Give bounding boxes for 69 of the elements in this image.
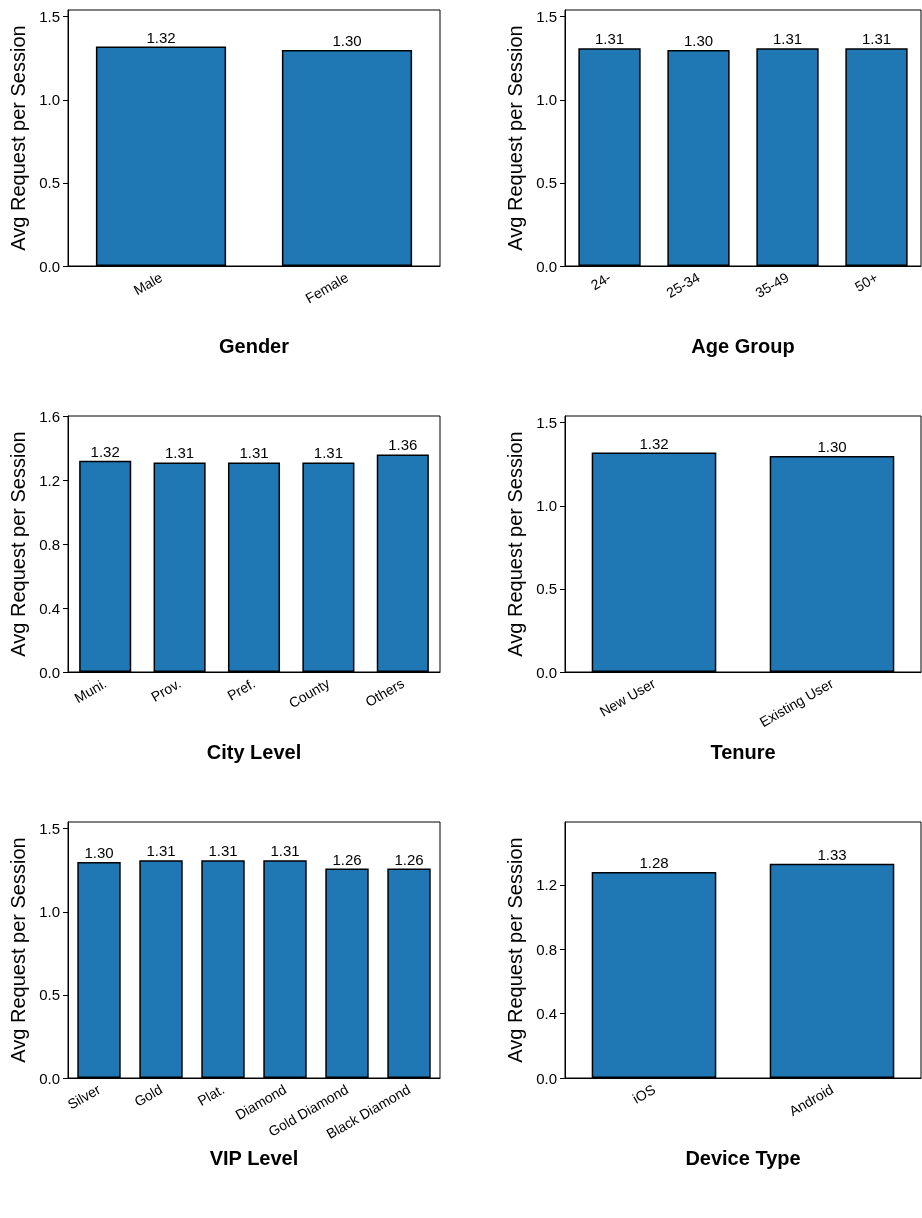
y-axis-title: Avg Request per Session xyxy=(7,837,29,1063)
data-label: 1.36 xyxy=(388,436,418,454)
y-tick-label: 0.5 xyxy=(39,174,60,192)
data-label: 1.31 xyxy=(772,30,803,48)
y-tick-label: 0.0 xyxy=(39,1069,60,1087)
y-tick-label: 0.4 xyxy=(39,599,60,617)
y-tick-label: 1.5 xyxy=(39,8,60,26)
y-tick-label: 0.0 xyxy=(39,663,60,681)
data-label: 1.26 xyxy=(332,850,362,868)
data-label: 1.30 xyxy=(84,843,114,861)
y-tick-label: 0.8 xyxy=(536,940,557,958)
data-label: 1.32 xyxy=(90,442,120,460)
y-tick-label: 0.5 xyxy=(536,174,557,192)
y-tick-label: 0.8 xyxy=(39,535,60,553)
y-tick-label: 1.5 xyxy=(536,8,557,26)
y-tick-label: 1.0 xyxy=(39,91,60,109)
y-tick-label: 1.5 xyxy=(536,414,557,432)
x-tick-label: Prov. xyxy=(148,675,184,705)
y-tick-label: 0.4 xyxy=(536,1005,557,1023)
y-tick-label: 1.2 xyxy=(536,876,557,894)
data-label: 1.31 xyxy=(270,842,300,860)
data-label: 1.31 xyxy=(208,842,238,860)
x-axis-title: Gender xyxy=(218,335,290,357)
x-tick-label: Silver xyxy=(64,1080,104,1113)
x-tick-label: Muni. xyxy=(71,675,110,707)
y-tick-label: 0.0 xyxy=(536,1069,557,1087)
y-axis-title: Avg Request per Session xyxy=(504,431,526,657)
y-tick-label: 1.6 xyxy=(39,407,60,425)
x-tick-label: New User xyxy=(596,674,659,720)
x-tick-label: iOS xyxy=(629,1081,658,1107)
data-label: 1.31 xyxy=(861,30,892,48)
y-axis-title: Avg Request per Session xyxy=(504,25,526,251)
y-tick-label: 1.0 xyxy=(536,91,557,109)
x-axis-title: VIP Level xyxy=(209,1147,299,1169)
data-label: 1.31 xyxy=(146,842,176,860)
data-label: 1.33 xyxy=(817,845,847,863)
x-axis-title: Device Type xyxy=(685,1147,801,1169)
data-label: 1.31 xyxy=(594,30,625,48)
data-label: 1.30 xyxy=(683,31,714,49)
y-tick-label: 1.5 xyxy=(39,820,60,838)
data-label: 1.30 xyxy=(332,31,362,49)
data-label: 1.28 xyxy=(639,853,669,871)
y-axis-title: Avg Request per Session xyxy=(504,837,526,1063)
x-axis-title: Age Group xyxy=(691,335,795,357)
x-axis-title: Tenure xyxy=(710,741,776,763)
x-tick-label: Pref. xyxy=(224,675,258,704)
x-tick-label: 50+ xyxy=(851,269,881,295)
y-tick-label: 1.0 xyxy=(39,903,60,921)
x-tick-label: Gold xyxy=(131,1081,165,1110)
data-label: 1.31 xyxy=(239,444,269,462)
data-label: 1.31 xyxy=(313,444,343,462)
y-tick-label: 0.0 xyxy=(536,257,557,275)
y-tick-label: 1.2 xyxy=(39,471,60,489)
data-label: 1.32 xyxy=(146,28,176,46)
x-tick-label: Male xyxy=(130,268,166,299)
data-label: 1.32 xyxy=(639,434,669,452)
x-tick-label: 24- xyxy=(587,268,614,294)
y-tick-label: 1.0 xyxy=(536,497,557,515)
x-axis-title: City Level xyxy=(206,741,302,763)
y-axis-title: Avg Request per Session xyxy=(7,431,29,657)
data-label: 1.31 xyxy=(165,444,195,462)
data-label: 1.26 xyxy=(394,850,424,868)
y-tick-label: 0.5 xyxy=(536,580,557,598)
y-axis-title: Avg Request per Session xyxy=(7,25,29,251)
y-tick-label: 0.0 xyxy=(39,257,60,275)
y-tick-label: 0.5 xyxy=(39,986,60,1004)
y-tick-label: 0.0 xyxy=(536,663,557,681)
data-label: 1.30 xyxy=(817,437,847,455)
x-tick-label: Plat. xyxy=(194,1081,227,1109)
